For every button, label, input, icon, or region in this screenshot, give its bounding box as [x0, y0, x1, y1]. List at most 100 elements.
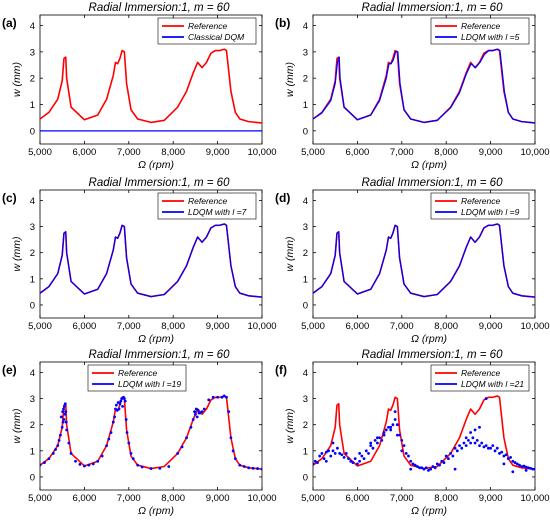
y-tick-label: 1	[303, 100, 308, 111]
series-point	[229, 436, 233, 440]
series-point	[87, 463, 91, 467]
x-tick-label: 10,000	[247, 147, 276, 158]
series-point	[202, 407, 206, 411]
series-point	[495, 446, 499, 450]
series-point	[464, 444, 468, 447]
series-point	[40, 463, 42, 467]
series-point	[127, 441, 131, 445]
legend-box	[430, 364, 530, 392]
series-point	[429, 467, 433, 471]
x-tick-label: 5,000	[301, 321, 325, 332]
series-point	[400, 449, 404, 453]
y-tick-label: 3	[30, 222, 35, 233]
series-point	[69, 452, 73, 455]
series-point	[342, 455, 346, 459]
series-point	[313, 462, 315, 466]
series-point	[475, 438, 479, 442]
x-tick-label: 7,000	[390, 147, 414, 158]
series-point	[511, 470, 515, 474]
series-point	[502, 454, 506, 458]
x-tick-label: 8,000	[434, 493, 458, 504]
series-point	[65, 428, 69, 432]
legend-box	[87, 364, 187, 392]
series-point	[247, 466, 251, 470]
series-point	[482, 445, 486, 449]
series-point	[486, 446, 490, 450]
series-point	[193, 410, 196, 414]
series-point	[460, 446, 464, 450]
legend-box	[157, 192, 257, 220]
series-point	[531, 467, 535, 471]
series-point	[60, 425, 64, 429]
series-point	[91, 462, 95, 466]
series-point	[158, 466, 162, 470]
series-point	[251, 466, 255, 470]
x-tick-label: 7,000	[117, 147, 141, 158]
series-point	[96, 459, 100, 463]
series-point	[189, 425, 193, 429]
series-point	[349, 459, 353, 463]
series-point	[63, 402, 67, 406]
panel-1: 5,000 6,000 7,000 8,000 9,000 10,000 0 1 2 3 4 Radi…	[2, 2, 277, 171]
series-point	[324, 450, 328, 454]
panel-5: 5,000 6,000 7,000 8,000 9,000 10,000 0 1 2 3 4 Radi…	[2, 349, 277, 517]
series-point	[375, 441, 379, 445]
plot-area	[313, 395, 535, 474]
series-point	[64, 420, 68, 424]
y-tick-label: 2	[30, 74, 35, 85]
series-point	[59, 433, 62, 437]
plot-area	[313, 223, 535, 298]
series-point	[422, 467, 426, 471]
series-point	[200, 410, 204, 414]
y-tick-label: 2	[303, 248, 308, 259]
panel-label: (a)	[2, 16, 17, 30]
x-tick-label: 9,000	[479, 147, 503, 158]
legend-entry: Reference	[118, 368, 157, 378]
series-point	[424, 466, 428, 470]
x-tick-label: 6,000	[73, 147, 97, 158]
series-point	[54, 448, 57, 451]
x-axis-label: Ω (rpm)	[138, 159, 174, 171]
series-point	[329, 454, 333, 458]
y-tick-label: 4	[303, 368, 308, 379]
series-point	[458, 444, 461, 447]
series-point	[256, 467, 259, 470]
chart-title: Radial Immersion:1, m = 60	[362, 2, 504, 14]
x-tick-label: 5,000	[301, 493, 325, 504]
series-point	[395, 433, 399, 437]
series-point	[393, 410, 397, 414]
y-tick-label: 3	[303, 222, 308, 233]
series-point	[473, 441, 477, 445]
series-point	[440, 459, 444, 463]
series-point	[387, 425, 390, 429]
panel-label: (c)	[2, 191, 17, 205]
y-tick-label: 0	[30, 126, 35, 137]
series-point	[338, 452, 342, 455]
series-point	[340, 453, 344, 457]
series-point	[347, 457, 350, 461]
x-tick-label: 9,000	[206, 493, 230, 504]
legend-entry: LDQM with l =21	[461, 379, 524, 389]
series-point	[233, 457, 237, 461]
legend-box	[430, 192, 530, 220]
y-tick-label: 4	[30, 368, 35, 379]
series-point	[121, 405, 124, 408]
series-point	[449, 452, 453, 455]
panel-label: (d)	[275, 191, 290, 205]
series-point	[415, 465, 419, 468]
series-point	[131, 457, 135, 461]
y-tick-label: 2	[303, 420, 308, 431]
series-point	[433, 466, 437, 470]
series-point	[420, 466, 424, 470]
x-tick-label: 7,000	[117, 493, 141, 504]
panel-2: 5,000 6,000 7,000 8,000 9,000 10,000 0 1 2 3 4 Radi…	[275, 2, 550, 171]
x-tick-label: 8,000	[161, 321, 185, 332]
series-point	[78, 463, 82, 466]
series-point	[111, 420, 115, 424]
y-tick-label: 0	[303, 300, 308, 311]
series-point	[324, 459, 328, 463]
series-point	[105, 444, 108, 447]
x-axis-label: Ω (rpm)	[411, 333, 447, 345]
y-tick-label: 1	[303, 274, 308, 285]
